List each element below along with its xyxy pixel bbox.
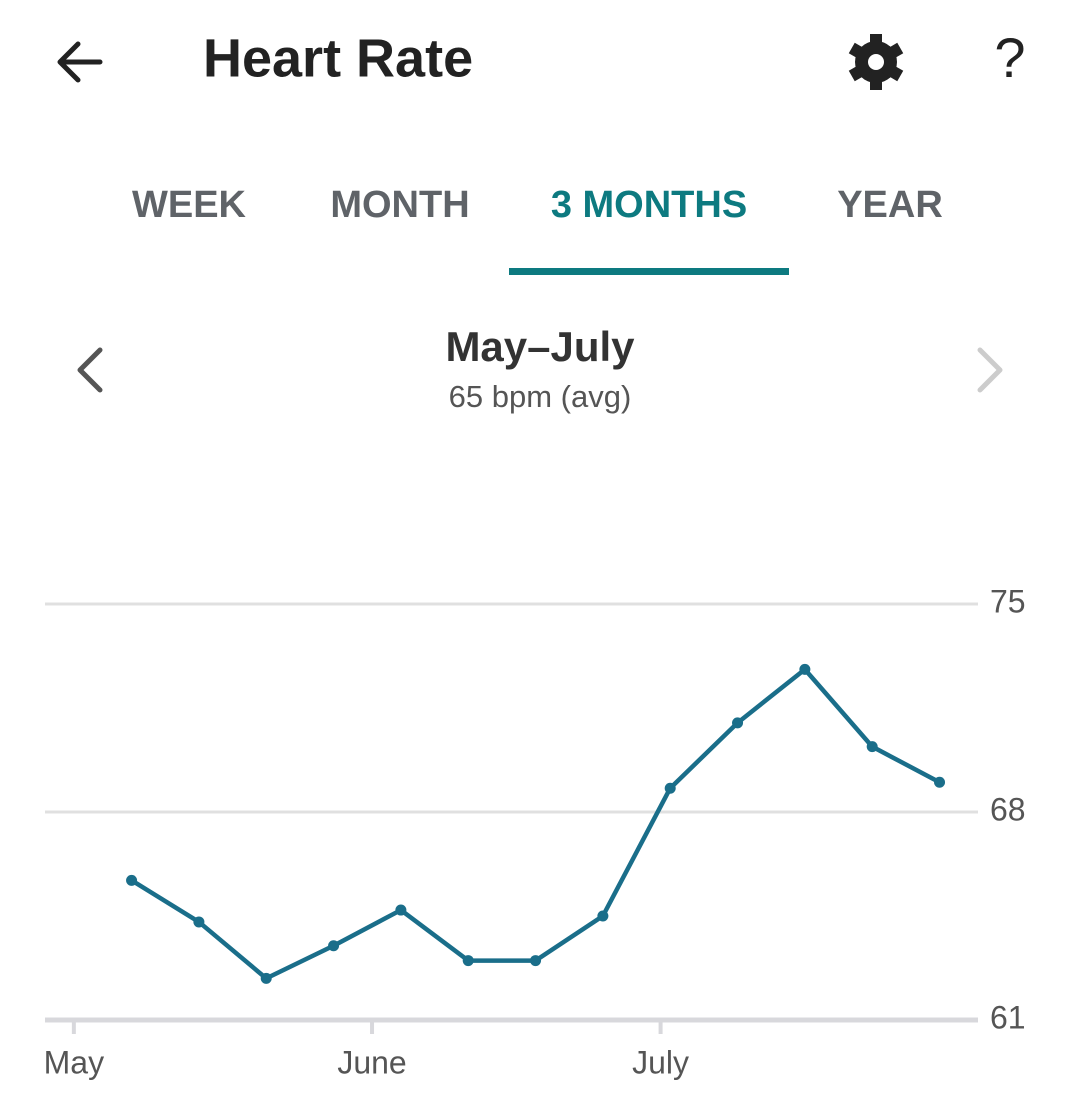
tab[interactable]: YEAR bbox=[837, 184, 943, 226]
x-tick-label: June bbox=[337, 1044, 406, 1080]
period-subtitle: 65 bpm (avg) bbox=[449, 379, 632, 414]
settings-button[interactable] bbox=[848, 34, 904, 90]
data-point bbox=[462, 955, 474, 967]
data-point bbox=[193, 916, 205, 928]
data-point bbox=[530, 955, 542, 967]
data-point bbox=[732, 717, 744, 729]
data-point bbox=[328, 940, 340, 952]
data-point bbox=[934, 776, 946, 788]
y-tick-label: 61 bbox=[990, 999, 1026, 1035]
x-tick-label: May bbox=[44, 1044, 104, 1080]
data-point bbox=[866, 741, 878, 753]
tab[interactable]: WEEK bbox=[132, 184, 247, 226]
data-point bbox=[126, 874, 138, 886]
tab-indicator bbox=[509, 268, 789, 275]
data-point bbox=[395, 904, 407, 916]
period-title: May–July bbox=[445, 323, 635, 370]
y-tick-label: 75 bbox=[990, 583, 1026, 619]
data-point bbox=[260, 972, 272, 984]
back-button[interactable] bbox=[57, 41, 103, 83]
data-point bbox=[597, 910, 609, 922]
page-title: Heart Rate bbox=[203, 28, 473, 88]
help-button[interactable]: ? bbox=[994, 26, 1025, 89]
y-tick-label: 68 bbox=[990, 791, 1026, 827]
next-period[interactable] bbox=[977, 347, 1003, 393]
x-tick-label: July bbox=[632, 1044, 689, 1080]
prev-period[interactable] bbox=[77, 347, 103, 393]
data-point bbox=[799, 663, 811, 675]
data-line bbox=[130, 667, 941, 981]
tab[interactable]: MONTH bbox=[330, 184, 469, 226]
data-point bbox=[664, 782, 676, 794]
tab[interactable]: 3 MONTHS bbox=[551, 184, 747, 226]
